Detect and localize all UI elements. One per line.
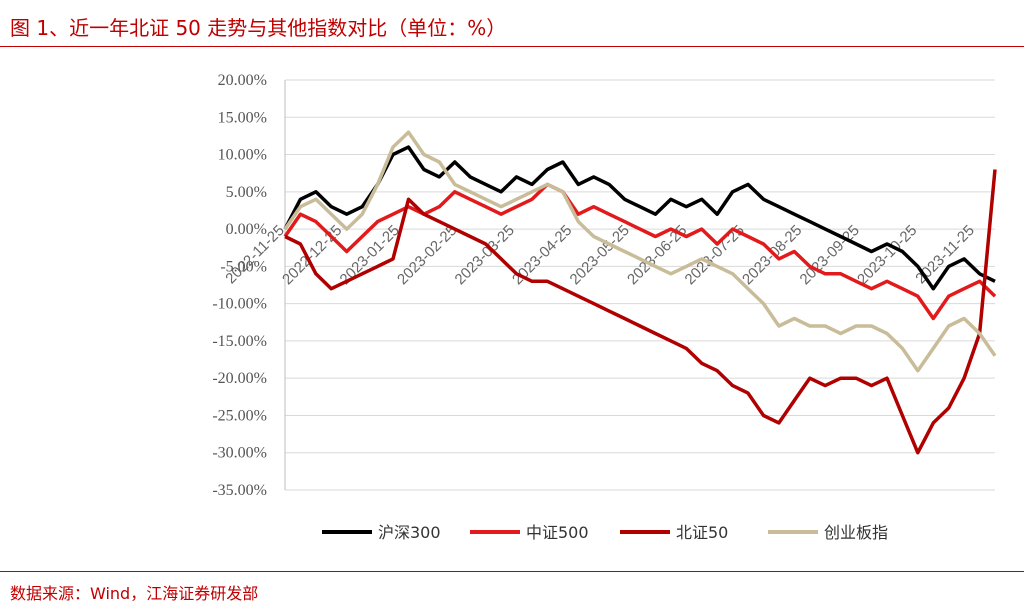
grid-lines: [284, 79, 995, 491]
y-tick-label: 10.00%: [218, 147, 267, 164]
y-tick-label: 0.00%: [226, 221, 267, 238]
line-chart: 20.00% 15.00% 10.00% 5.00% 0.00% -5.00% -10.00…: [212, 72, 997, 542]
y-tick-label: 5.00%: [226, 184, 267, 201]
legend: 沪深300 中证500 北证50 创业板指: [322, 523, 888, 542]
legend-label: 中证500: [526, 523, 589, 542]
legend-label: 北证50: [676, 523, 728, 542]
x-tick-label: 2023-04-25: [509, 222, 575, 288]
legend-label: 沪深300: [378, 523, 441, 542]
y-tick-label: -25.00%: [212, 407, 267, 424]
x-tick-label: 2023-05-25: [567, 222, 633, 288]
y-tick-label: 15.00%: [218, 109, 267, 126]
x-tick-label: 2023-02-25: [394, 222, 460, 288]
y-axis-ticks: 20.00% 15.00% 10.00% 5.00% 0.00% -5.00% -10.00…: [212, 72, 267, 499]
y-tick-label: -15.00%: [212, 333, 267, 350]
series-lines: [283, 130, 997, 455]
y-tick-label: -30.00%: [212, 445, 267, 462]
series-line-中证500: [283, 182, 997, 321]
y-tick-label: 20.00%: [218, 72, 267, 89]
y-tick-label: -35.00%: [212, 482, 267, 499]
y-tick-label: -5.00%: [220, 258, 267, 275]
x-tick-label: 2023-08-25: [739, 222, 805, 288]
series-line-北证50: [284, 169, 997, 455]
x-tick-label: 2023-11-25: [912, 222, 977, 287]
y-tick-label: -20.00%: [212, 370, 267, 387]
x-axis-ticks: 2022-11-252022-12-252023-01-252023-02-25…: [222, 222, 977, 288]
x-tick-label: 2023-10-25: [854, 222, 920, 288]
legend-label: 创业板指: [824, 523, 888, 542]
series-line-沪深300: [283, 145, 996, 291]
footer-divider: [0, 571, 1024, 572]
title-divider: [0, 46, 1024, 47]
data-source: 数据来源：Wind，江海证券研发部: [10, 584, 259, 603]
chart-title: 图 1、近一年北证 50 走势与其他指数对比（单位：%）: [10, 16, 507, 40]
series-line-创业板指: [283, 130, 997, 373]
y-tick-label: -10.00%: [212, 296, 267, 313]
